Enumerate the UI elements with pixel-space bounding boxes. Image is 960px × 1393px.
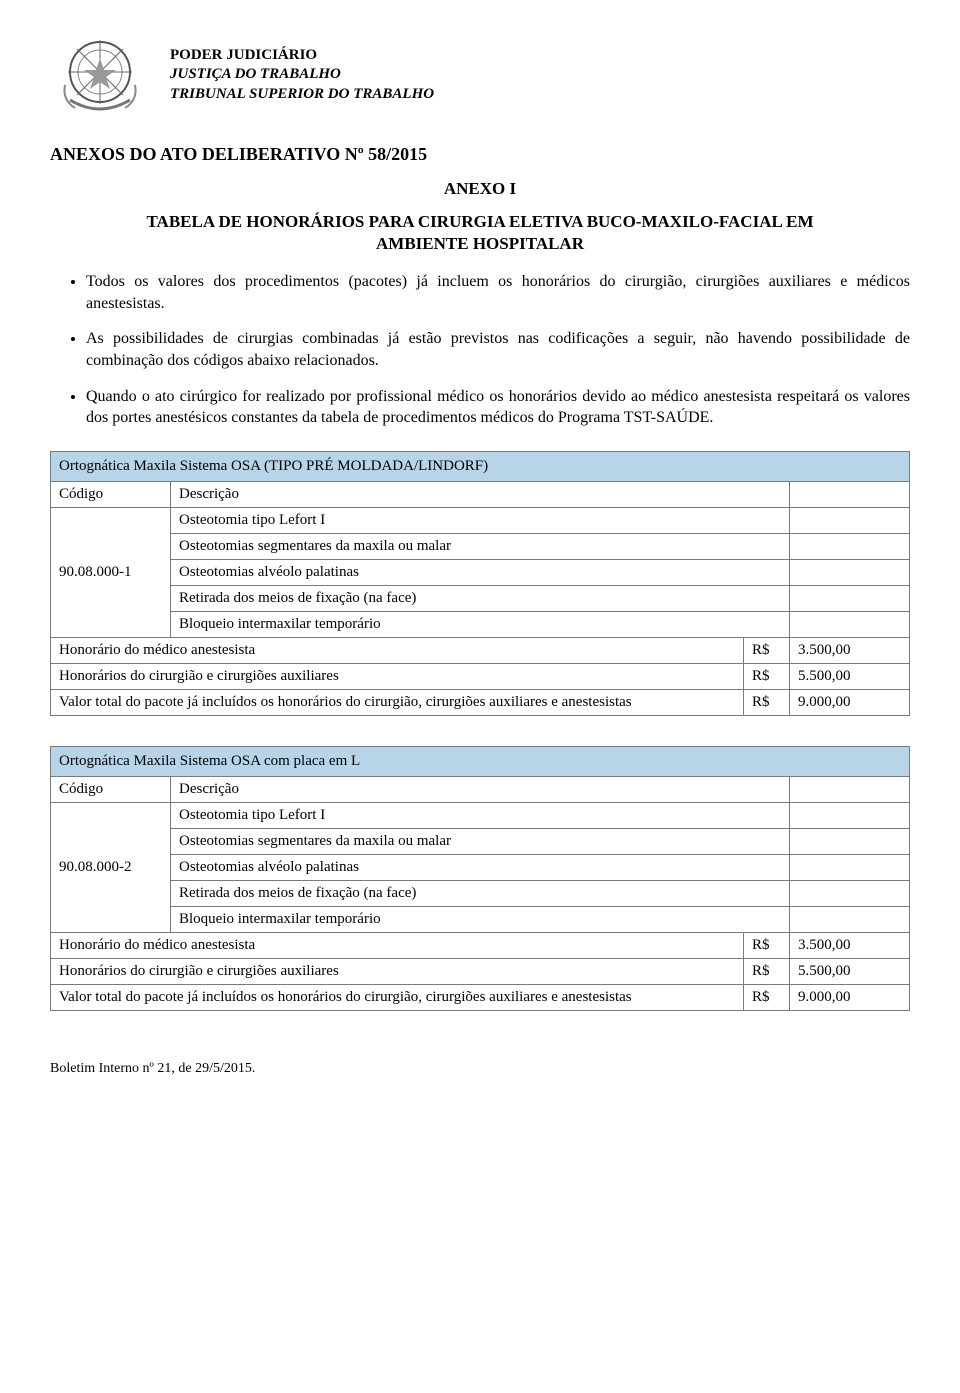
fee-table-1: Ortognática Maxila Sistema OSA (TIPO PRÉ…: [50, 451, 910, 716]
table-title: Ortognática Maxila Sistema OSA com placa…: [51, 746, 910, 776]
blank-cell: [790, 507, 910, 533]
fee-label: Honorário do médico anestesista: [51, 637, 744, 663]
subtitle-line-1: TABELA DE HONORÁRIOS PARA CIRURGIA ELETI…: [146, 212, 813, 231]
amount-cell: 5.500,00: [790, 958, 910, 984]
blank-cell: [790, 880, 910, 906]
col-header-blank: [790, 481, 910, 507]
fee-label: Honorários do cirurgião e cirurgiões aux…: [51, 958, 744, 984]
col-header-blank: [790, 776, 910, 802]
fee-label: Honorários do cirurgião e cirurgiões aux…: [51, 663, 744, 689]
amount-cell: 3.500,00: [790, 637, 910, 663]
currency-cell: R$: [744, 984, 790, 1010]
blank-cell: [790, 585, 910, 611]
document-title: ANEXOS DO ATO DELIBERATIVO Nº 58/2015: [50, 144, 910, 165]
currency-cell: R$: [744, 932, 790, 958]
currency-cell: R$: [744, 958, 790, 984]
header-line-3: TRIBUNAL SUPERIOR DO TRABALHO: [170, 85, 434, 105]
fee-label: Honorário do médico anestesista: [51, 932, 744, 958]
procedure-cell: Osteotomia tipo Lefort I: [171, 507, 790, 533]
currency-cell: R$: [744, 637, 790, 663]
blank-cell: [790, 802, 910, 828]
subtitle: TABELA DE HONORÁRIOS PARA CIRURGIA ELETI…: [50, 211, 910, 255]
currency-cell: R$: [744, 663, 790, 689]
amount-cell: 3.500,00: [790, 932, 910, 958]
procedure-cell: Retirada dos meios de fixação (na face): [171, 585, 790, 611]
code-cell: 90.08.000-1: [51, 507, 171, 637]
procedure-cell: Osteotomias segmentares da maxila ou mal…: [171, 828, 790, 854]
fee-label: Valor total do pacote já incluídos os ho…: [51, 984, 744, 1010]
col-header-code: Código: [51, 776, 171, 802]
bullet-list: Todos os valores dos procedimentos (paco…: [50, 271, 910, 429]
col-header-code: Código: [51, 481, 171, 507]
amount-cell: 9.000,00: [790, 689, 910, 715]
amount-cell: 5.500,00: [790, 663, 910, 689]
fee-label: Valor total do pacote já incluídos os ho…: [51, 689, 744, 715]
bullet-item: As possibilidades de cirurgias combinada…: [86, 328, 910, 371]
coat-of-arms-icon: [50, 30, 150, 120]
table-title: Ortognática Maxila Sistema OSA (TIPO PRÉ…: [51, 451, 910, 481]
subtitle-line-2: AMBIENTE HOSPITALAR: [376, 234, 584, 253]
col-header-desc: Descrição: [171, 776, 790, 802]
currency-cell: R$: [744, 689, 790, 715]
blank-cell: [790, 611, 910, 637]
letterhead-text: PODER JUDICIÁRIO JUSTIÇA DO TRABALHO TRI…: [170, 46, 434, 105]
footer-note: Boletim Interno nº 21, de 29/5/2015.: [50, 1061, 910, 1077]
header-line-2: JUSTIÇA DO TRABALHO: [170, 65, 434, 85]
blank-cell: [790, 906, 910, 932]
header-line-1: PODER JUDICIÁRIO: [170, 46, 434, 66]
bullet-item: Todos os valores dos procedimentos (paco…: [86, 271, 910, 314]
procedure-cell: Osteotomia tipo Lefort I: [171, 802, 790, 828]
procedure-cell: Osteotomias alvéolo palatinas: [171, 559, 790, 585]
col-header-desc: Descrição: [171, 481, 790, 507]
procedure-cell: Osteotomias alvéolo palatinas: [171, 854, 790, 880]
letterhead: PODER JUDICIÁRIO JUSTIÇA DO TRABALHO TRI…: [50, 30, 910, 120]
amount-cell: 9.000,00: [790, 984, 910, 1010]
code-cell: 90.08.000-2: [51, 802, 171, 932]
blank-cell: [790, 828, 910, 854]
bullet-item: Quando o ato cirúrgico for realizado por…: [86, 386, 910, 429]
fee-table-2: Ortognática Maxila Sistema OSA com placa…: [50, 746, 910, 1011]
procedure-cell: Osteotomias segmentares da maxila ou mal…: [171, 533, 790, 559]
annex-title: ANEXO I: [50, 179, 910, 199]
blank-cell: [790, 854, 910, 880]
procedure-cell: Bloqueio intermaxilar temporário: [171, 611, 790, 637]
procedure-cell: Retirada dos meios de fixação (na face): [171, 880, 790, 906]
blank-cell: [790, 559, 910, 585]
procedure-cell: Bloqueio intermaxilar temporário: [171, 906, 790, 932]
blank-cell: [790, 533, 910, 559]
